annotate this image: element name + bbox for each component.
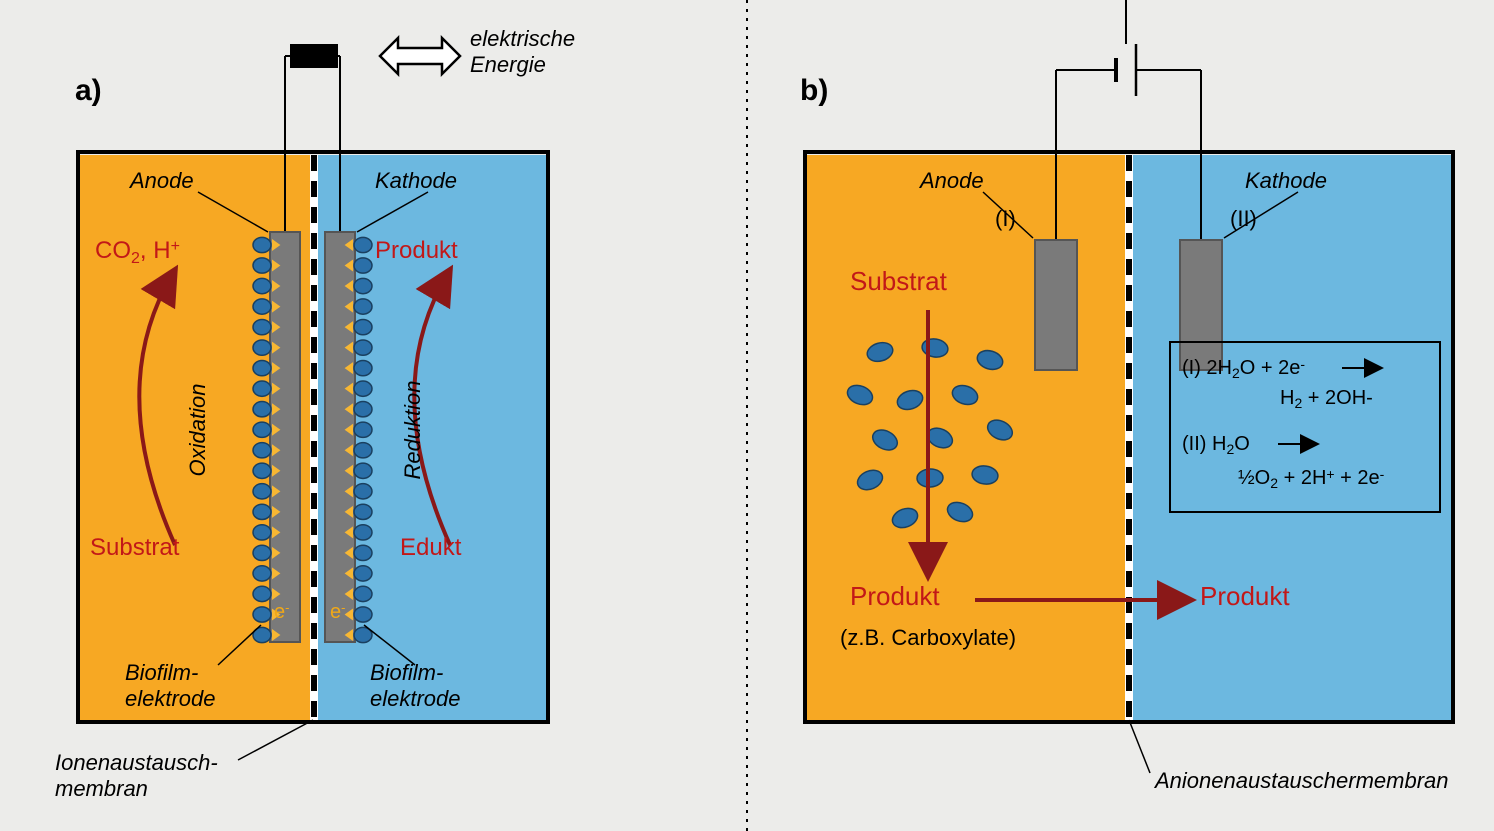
eq2a: (II) H2O — [1182, 433, 1250, 457]
biofilm2-l2: elektrode — [370, 686, 461, 711]
biofilm1-l2: elektrode — [125, 686, 216, 711]
panel-a-tag: a) — [75, 74, 102, 107]
carboxylate-label: (z.B. Carboxylate) — [840, 625, 1016, 650]
anode-label-b: Anode — [918, 168, 984, 193]
produkt2-label: Produkt — [1200, 581, 1290, 611]
produkt-label-a: Produkt — [375, 237, 458, 264]
anode-label-a: Anode — [128, 168, 194, 193]
kathode-label-b: Kathode — [1245, 168, 1327, 193]
biofilm2-l1: Biofilm- — [370, 660, 443, 685]
ionmembran-l2: membran — [55, 776, 148, 801]
eq1b: H2 + 2OH- — [1280, 387, 1373, 411]
ionmembran-l1: Ionenaustausch- — [55, 750, 218, 775]
eq1a: (I) 2H2O + 2e- — [1182, 356, 1305, 381]
energy-label-2: Energie — [470, 52, 546, 77]
energy-label-1: elektrische — [470, 26, 575, 51]
biofilm1-l1: Biofilm- — [125, 660, 198, 685]
reduktion-label: Reduktion — [400, 380, 425, 479]
eq2b: ½O2 + 2H+ + 2e- — [1238, 466, 1385, 491]
panel-b-tag: b) — [800, 74, 828, 107]
edukt-label: Edukt — [400, 534, 462, 561]
anode-electrode-a — [270, 232, 300, 642]
cathode-electrode-b — [1180, 240, 1222, 370]
anode-electrode-b — [1035, 240, 1077, 370]
cathode-electrode-a — [325, 232, 355, 642]
substrat-label-b: Substrat — [850, 266, 948, 296]
oxidation-label: Oxidation — [185, 384, 210, 477]
substrat-label-a: Substrat — [90, 534, 180, 561]
produkt1-label: Produkt — [850, 581, 940, 611]
resistor-icon — [290, 44, 338, 68]
roman-I: (I) — [995, 206, 1016, 231]
kathode-label-a: Kathode — [375, 168, 457, 193]
anionmembran-label: Anionenaustauschermembran — [1153, 768, 1449, 793]
roman-II: (II) — [1230, 206, 1257, 231]
